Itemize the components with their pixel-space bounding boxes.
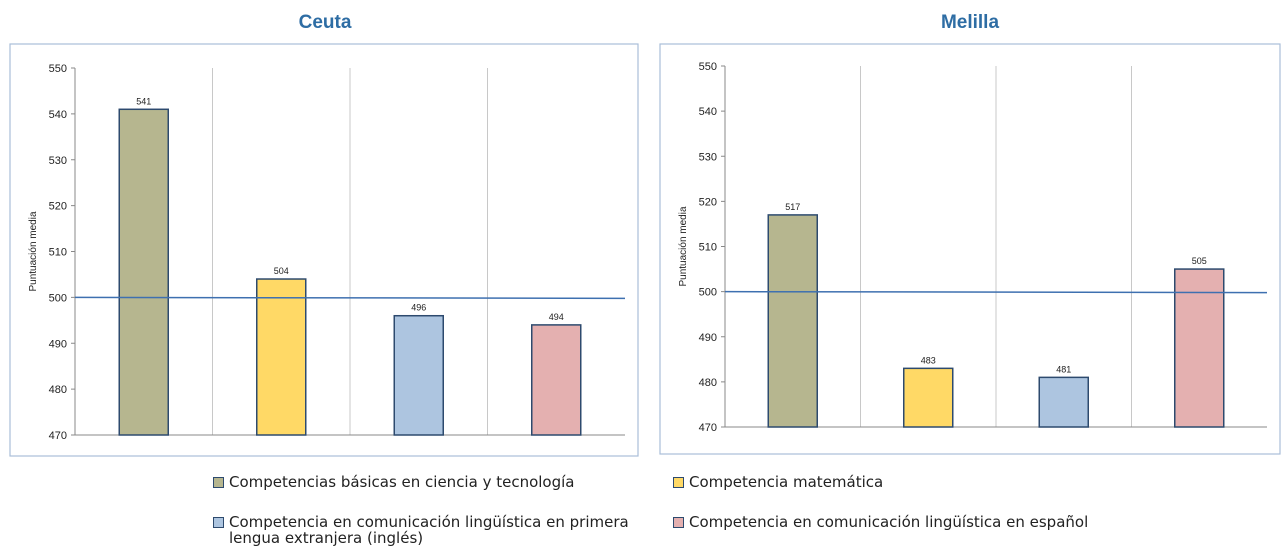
- y-axis-label: Puntuación media: [28, 211, 39, 291]
- y-tick-label: 490: [49, 338, 67, 350]
- legend-label-ingles: Competencia en comunicación lingüística …: [229, 513, 629, 547]
- legend-item-espanol: Competencia en comunicación lingüística …: [673, 514, 1153, 530]
- y-tick-label: 540: [49, 109, 67, 121]
- legend-item-ingles: Competencia en comunicación lingüística …: [213, 514, 673, 546]
- legend-swatch-ingles: [213, 517, 224, 528]
- y-tick-label: 480: [49, 384, 67, 396]
- data-label-ceuta-2: 504: [274, 266, 289, 276]
- legend-label-matematica: Competencia matemática: [689, 473, 884, 491]
- data-label-ceuta-4: 494: [549, 312, 564, 322]
- y-tick-label: 510: [49, 247, 67, 259]
- bar-ceuta-2: [256, 278, 307, 436]
- bar-ceuta-3: [393, 314, 444, 436]
- legend-swatch-espanol: [673, 517, 684, 528]
- data-label-ceuta-3: 496: [411, 303, 426, 313]
- y-tick-label: 500: [49, 292, 67, 304]
- chart-title-ceuta: Ceuta: [298, 12, 352, 33]
- legend-label-espanol: Competencia en comunicación lingüística …: [689, 513, 1089, 531]
- y-tick-label: 530: [49, 155, 67, 167]
- bar-ceuta-4: [531, 324, 582, 436]
- y-tick-label: 520: [49, 201, 67, 213]
- legend-label-ciencia: Competencias básicas en ciencia y tecnol…: [229, 473, 575, 491]
- legend-item-ciencia: Competencias básicas en ciencia y tecnol…: [213, 474, 633, 490]
- legend-item-matematica: Competencia matemática: [673, 474, 1133, 490]
- y-tick-label: 550: [49, 63, 67, 75]
- chart-title-melilla: Melilla: [940, 12, 1000, 33]
- reference-line-ceuta: [74, 296, 626, 300]
- chart-frame-ceuta: [9, 43, 639, 457]
- bar-ceuta-1: [118, 108, 169, 436]
- data-label-ceuta-1: 541: [136, 96, 151, 106]
- y-tick-label: 470: [49, 430, 67, 442]
- legend-swatch-matematica: [673, 477, 684, 488]
- legend-swatch-ciencia: [213, 477, 224, 488]
